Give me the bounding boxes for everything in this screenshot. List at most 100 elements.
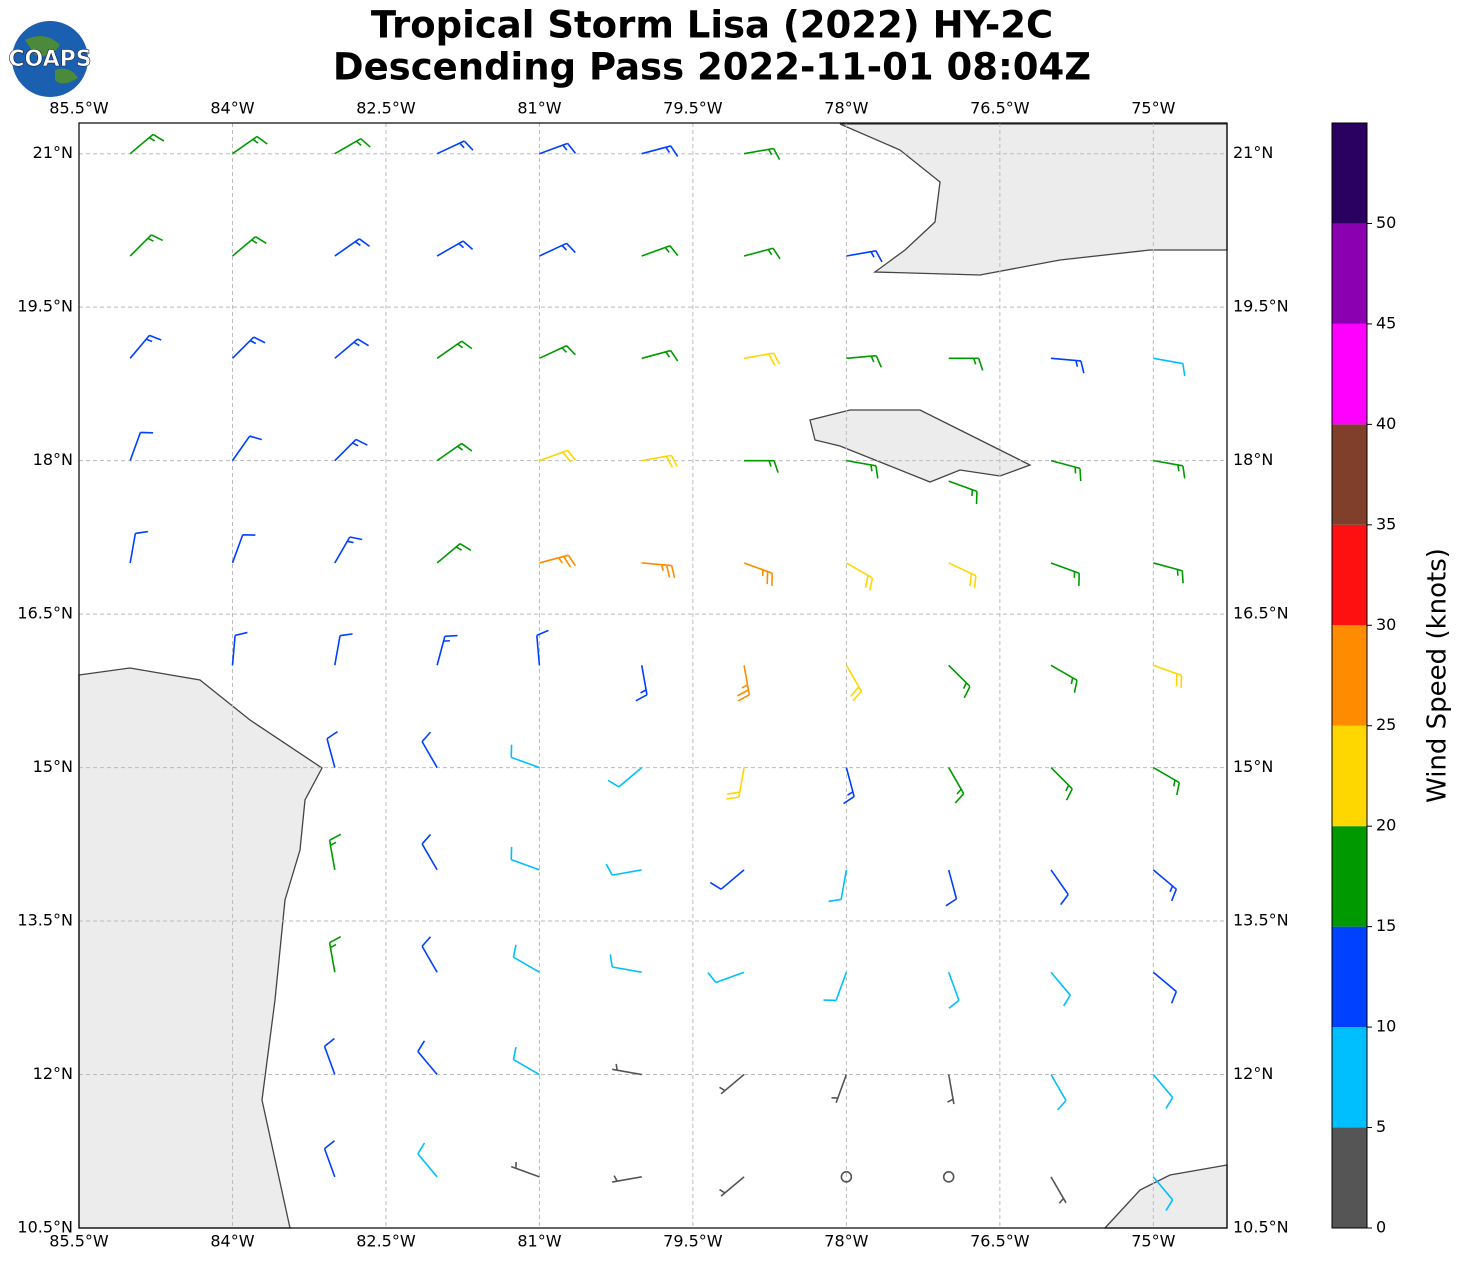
wind-barb (607, 766, 643, 788)
wind-barb (945, 869, 958, 907)
wind-barb (129, 133, 165, 155)
x-tick-label: 85.5°W (49, 1232, 109, 1251)
wind-barb (1050, 357, 1085, 374)
wind-barb (231, 236, 267, 257)
wind-barb (231, 631, 248, 666)
wind-barb (846, 354, 883, 368)
wind-barb (1050, 869, 1069, 906)
wind-barb (743, 147, 781, 160)
wind-barb (129, 431, 154, 461)
colorbar-bin (1332, 123, 1367, 224)
wind-barb (609, 954, 642, 974)
wind-barb (719, 1073, 745, 1095)
wind-barb (334, 338, 369, 359)
barbs (129, 133, 1186, 1212)
colorbar-tick-label: 50 (1376, 213, 1396, 232)
wind-barb (831, 1074, 848, 1103)
wind-barb (948, 562, 977, 589)
wind-barb (421, 731, 438, 768)
y-tick-label: 19.5°N (17, 297, 73, 316)
wind-barb (641, 349, 679, 362)
colorbar-tick-label: 20 (1376, 816, 1396, 835)
x-tick-label: 78°W (824, 1232, 868, 1251)
wind-barb (612, 1175, 642, 1183)
colorbar-tick-label: 30 (1376, 615, 1396, 634)
colorbar-tick-label: 25 (1376, 715, 1396, 734)
wind-barb (510, 846, 540, 871)
wind-barb (232, 135, 268, 155)
colorbar-tick-label: 45 (1376, 313, 1396, 332)
wind-barb (1050, 971, 1071, 1007)
wind-barb (539, 554, 577, 568)
colorbar-bin (1332, 725, 1367, 827)
wind-barb (947, 1074, 955, 1105)
logo: COAPS (8, 21, 92, 97)
wind-barb (1152, 1176, 1174, 1212)
x-tick-label: 82.5°W (356, 1232, 416, 1251)
wind-barb (736, 665, 751, 702)
x-tick-label: 75°W (1131, 99, 1175, 118)
colorbar-frame (1331, 122, 1368, 1229)
wind-barb (846, 250, 883, 263)
wind-barb (845, 664, 863, 702)
wind-barb (709, 869, 745, 890)
wind-barb (436, 340, 473, 359)
wind-barb (843, 767, 855, 805)
wind-barb (846, 459, 879, 479)
wind-barb (1050, 664, 1078, 693)
wind-barb (536, 629, 549, 666)
colorbar-tick-label: 40 (1376, 414, 1396, 433)
colorbar-tick-label: 5 (1376, 1117, 1386, 1136)
colorbar-bin (1332, 223, 1367, 324)
wind-barb (845, 562, 874, 591)
colorbar-bin (1332, 1127, 1367, 1228)
colorbar-bin (1332, 926, 1367, 1028)
y-tick-label: 12°N (33, 1064, 73, 1083)
x-tick-label: 84°W (210, 99, 254, 118)
wind-barb (726, 767, 745, 800)
x-tick-label: 82.5°W (356, 99, 416, 118)
wind-barb (323, 1037, 336, 1075)
wind-barb (641, 562, 676, 579)
subtitle: Descending Pass 2022-11-01 08:04Z (333, 46, 1091, 89)
wind-barb (1152, 869, 1178, 902)
wind-barb (641, 244, 679, 257)
wind-barb (421, 936, 438, 973)
cuba (839, 123, 1228, 276)
x-tick-label: 81°W (517, 99, 561, 118)
y-tick-label: 18°N (1233, 450, 1273, 469)
wind-barb (326, 730, 339, 768)
wind-barb (743, 352, 781, 366)
wind-barb (323, 1140, 336, 1178)
calm-marker (840, 1171, 853, 1183)
wind-barb (231, 336, 266, 359)
y-tick-label: 10.5°N (17, 1218, 73, 1237)
wind-barb (1152, 1074, 1174, 1109)
y-tick-label: 13.5°N (17, 911, 73, 930)
x-tick-label: 79.5°W (663, 99, 723, 118)
wind-barb (231, 435, 263, 462)
wind-barb (1050, 562, 1081, 586)
wind-barb (823, 971, 848, 1002)
title: Tropical Storm Lisa (2022) HY-2C (371, 4, 1053, 47)
wind-barb (512, 1046, 540, 1076)
wind-barb (334, 536, 363, 564)
y-tick-label: 16.5°N (1233, 604, 1289, 623)
wind-barb (1050, 1176, 1067, 1204)
wind-barb (334, 238, 371, 257)
colorbar-tick-label: 35 (1376, 514, 1396, 533)
wind-barb (417, 1142, 438, 1178)
colorbar-bin (1332, 323, 1367, 425)
wind-barb (707, 971, 745, 984)
wind-barb (948, 357, 984, 371)
wind-barb (605, 863, 642, 876)
wind-barb (129, 530, 148, 564)
wind-barb (1050, 459, 1082, 482)
wind-barb (436, 140, 474, 155)
wind-barb (948, 664, 971, 699)
y-tick-label: 10.5°N (1233, 1218, 1289, 1237)
land (78, 123, 1228, 1229)
colorbar: 0 5 10 15 20 25 30 35 40 45 50 Wind Speed (knots) (1331, 122, 1453, 1237)
wind-barb (641, 454, 679, 468)
wind-barb (417, 1040, 438, 1076)
